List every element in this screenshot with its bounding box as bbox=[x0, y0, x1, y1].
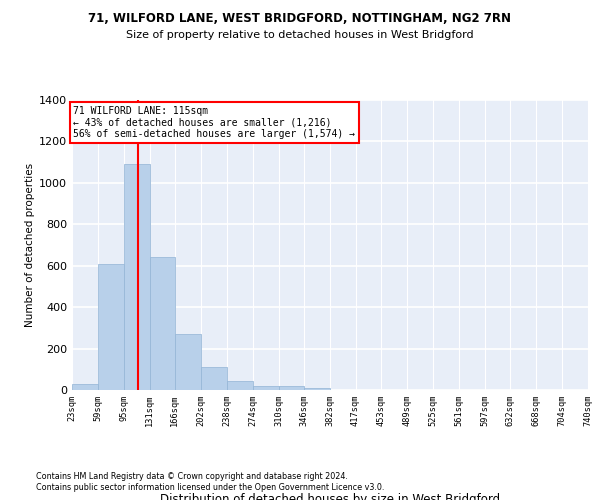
Bar bbox=[304, 388, 331, 390]
Text: 71, WILFORD LANE, WEST BRIDGFORD, NOTTINGHAM, NG2 7RN: 71, WILFORD LANE, WEST BRIDGFORD, NOTTIN… bbox=[89, 12, 511, 26]
Bar bbox=[150, 258, 175, 390]
Bar bbox=[72, 384, 98, 390]
Bar bbox=[278, 386, 304, 390]
Text: Contains HM Land Registry data © Crown copyright and database right 2024.: Contains HM Land Registry data © Crown c… bbox=[36, 472, 348, 481]
Bar bbox=[175, 334, 201, 390]
Bar bbox=[124, 164, 150, 390]
Text: Size of property relative to detached houses in West Bridgford: Size of property relative to detached ho… bbox=[126, 30, 474, 40]
Text: 71 WILFORD LANE: 115sqm
← 43% of detached houses are smaller (1,216)
56% of semi: 71 WILFORD LANE: 115sqm ← 43% of detache… bbox=[73, 106, 355, 140]
Y-axis label: Number of detached properties: Number of detached properties bbox=[25, 163, 35, 327]
Text: Contains public sector information licensed under the Open Government Licence v3: Contains public sector information licen… bbox=[36, 484, 385, 492]
Bar bbox=[227, 380, 253, 390]
Bar bbox=[98, 264, 124, 390]
Bar bbox=[253, 386, 278, 390]
Bar bbox=[201, 367, 227, 390]
X-axis label: Distribution of detached houses by size in West Bridgford: Distribution of detached houses by size … bbox=[160, 493, 500, 500]
